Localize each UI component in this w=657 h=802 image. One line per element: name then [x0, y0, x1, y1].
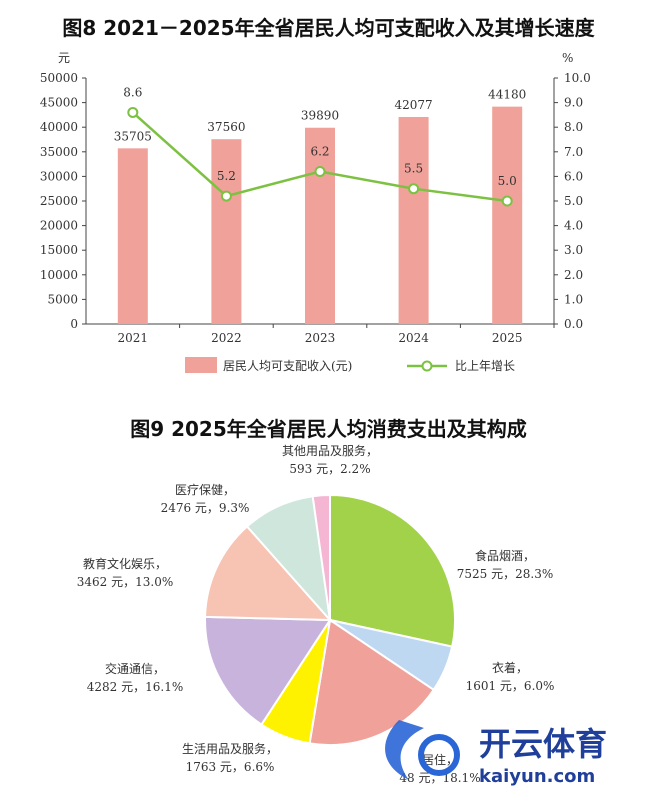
right-tick-label: 1.0 [564, 292, 583, 306]
right-tick-label: 3.0 [564, 243, 583, 257]
income-bar [117, 148, 148, 324]
left-tick-label: 10000 [40, 268, 78, 282]
growth-point-label: 5.5 [404, 162, 423, 176]
right-tick-label: 8.0 [564, 120, 583, 134]
pie-slice-value: 593 元，2.2% [289, 462, 370, 476]
growth-point [408, 183, 420, 195]
income-bar [398, 116, 429, 324]
pie-slice-name: 其他用品及服务， [282, 443, 378, 458]
pie-slice [308, 618, 436, 746]
pie-slice [329, 493, 456, 648]
x-tick-label: 2024 [398, 331, 429, 345]
pie-slice-name: 交通通信， [105, 661, 165, 676]
pie-slice-value: 4282 元，16.1% [87, 680, 183, 694]
legend-bar-label: 居民人均可支配收入(元) [223, 359, 352, 373]
right-axis-unit: % [562, 51, 573, 65]
x-tick-label: 2023 [305, 331, 336, 345]
pie-slice-value: 1601 元，6.0% [466, 679, 555, 693]
income-bar-label: 39890 [301, 109, 339, 123]
pie-slice-name: 生活用品及服务， [182, 741, 278, 756]
left-tick-label: 45000 [40, 96, 78, 110]
income-bar-label: 35705 [114, 129, 152, 143]
growth-point [314, 165, 326, 177]
income-bar [305, 127, 335, 324]
pie-slice-value: 2476 元，9.3% [161, 501, 250, 515]
income-bar [492, 106, 523, 324]
left-tick-label: 20000 [40, 219, 78, 233]
right-tick-label: 9.0 [564, 96, 583, 110]
right-tick-label: 2.0 [564, 268, 583, 282]
legend-line-marker [421, 360, 433, 372]
legend-bar-swatch [185, 357, 217, 373]
left-tick-label: 5000 [47, 292, 78, 306]
left-tick-label: 15000 [40, 243, 78, 257]
right-tick-label: 6.0 [564, 169, 583, 183]
chart9-title: 图9 2025年全省居民人均消费支出及其构成 [130, 417, 527, 441]
left-axis-unit: 元 [58, 51, 70, 65]
pie-slice-value: 1763 元，6.6% [186, 760, 275, 774]
left-tick-label: 25000 [40, 194, 78, 208]
right-tick-label: 0.0 [564, 317, 583, 331]
growth-point-label: 5.2 [217, 169, 236, 183]
pie-slice-name: 衣着， [492, 660, 528, 675]
pie-slice-name: 食品烟酒， [475, 548, 535, 563]
pie-slice-value: 3462 元，13.0% [77, 575, 173, 589]
pie-slice [204, 615, 332, 726]
income-bar-label: 37560 [207, 120, 245, 134]
pie-slice-name: 居住， [422, 753, 458, 767]
left-tick-label: 35000 [40, 145, 78, 159]
watermark-domain: kaiyun.com [479, 766, 595, 787]
right-tick-label: 7.0 [564, 145, 583, 159]
left-tick-label: 40000 [40, 120, 78, 134]
watermark-swoosh-icon [385, 720, 424, 780]
watermark-ball-icon [418, 734, 460, 776]
pie-slice-name: 教育文化娱乐， [83, 556, 167, 571]
pie-slice-value: 48 元，18.1% [399, 771, 480, 785]
income-bar [211, 139, 242, 324]
chart8-title: 图8 2021－2025年全省居民人均可支配收入及其增长速度 [62, 16, 595, 40]
left-tick-label: 0 [70, 317, 78, 331]
x-tick-label: 2021 [118, 331, 149, 345]
pie-slice [311, 493, 331, 621]
growth-point-label: 5.0 [498, 174, 517, 188]
left-tick-label: 50000 [40, 71, 78, 85]
income-bar-label: 44180 [488, 88, 526, 102]
pie-slice [204, 525, 333, 622]
x-tick-label: 2022 [211, 331, 242, 345]
right-tick-label: 4.0 [564, 219, 583, 233]
right-tick-label: 10.0 [564, 71, 591, 85]
growth-point [501, 195, 513, 207]
right-tick-label: 5.0 [564, 194, 583, 208]
income-bar-label: 42077 [395, 98, 433, 112]
growth-point-label: 8.6 [123, 85, 142, 99]
left-tick-label: 30000 [40, 169, 78, 183]
pie-slice-value: 7525 元，28.3% [457, 567, 553, 581]
pie-slice-name: 医疗保健， [175, 483, 235, 497]
growth-point [127, 106, 139, 118]
growth-point-label: 6.2 [310, 144, 329, 158]
legend-line-label: 比上年增长 [455, 359, 515, 373]
growth-point [220, 190, 232, 202]
watermark-brand: 开云体育 [479, 725, 607, 763]
watermark-logo: 开云体育 kaiyun.com [369, 710, 649, 790]
x-tick-label: 2025 [492, 331, 523, 345]
